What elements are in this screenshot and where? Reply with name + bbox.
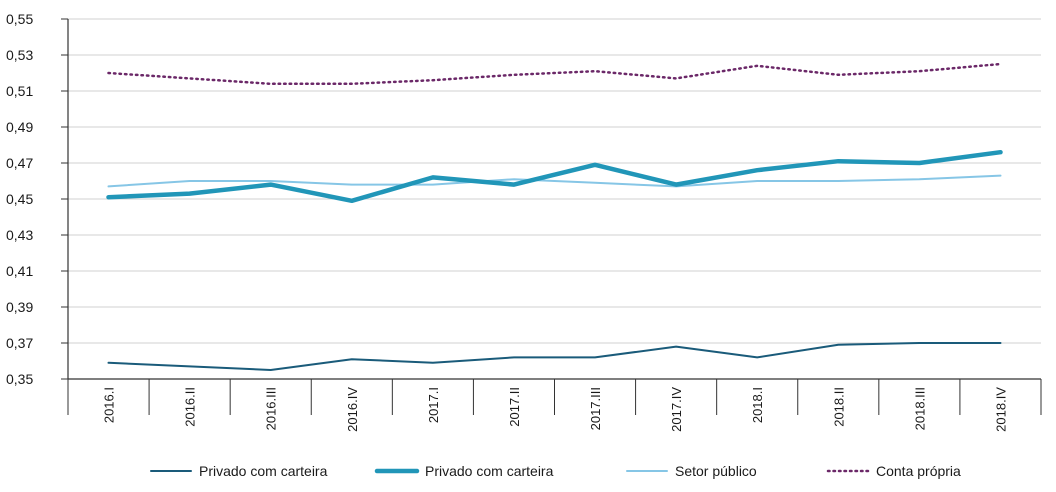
y-axis: 0,35 0,37 0,39 0,41 0,43 0,45 0,47 0,49 0,51 0,53… — [6, 11, 69, 387]
x-tick-label: 2018.IV — [993, 387, 1008, 432]
x-tick-label: 2018.I — [750, 387, 765, 423]
legend-label: Privado com carteira — [199, 463, 328, 479]
legend-label: Setor público — [675, 463, 757, 479]
x-axis: 2016.I 2016.II 2016.III 2016.IV 2017.I 2017.I… — [67, 379, 1042, 432]
x-tick-label: 2016.I — [102, 387, 117, 423]
y-tick-label: 0,55 — [6, 11, 33, 27]
y-tick-label: 0,53 — [6, 47, 33, 63]
series-group — [106, 62, 1003, 371]
y-tick-label: 0,45 — [6, 191, 33, 207]
x-tick-label: 2018.III — [912, 387, 927, 430]
x-tick-label: 2018.II — [831, 387, 846, 427]
x-tick-label: 2017.I — [426, 387, 441, 423]
y-tick-label: 0,41 — [6, 263, 33, 279]
x-tick-label: 2016.II — [183, 387, 198, 427]
y-tick-label: 0,37 — [6, 335, 33, 351]
y-tick-label: 0,49 — [6, 119, 33, 135]
y-tick-label: 0,47 — [6, 155, 33, 171]
x-tick-label: 2016.III — [264, 387, 279, 430]
x-tick-label: 2017.III — [588, 387, 603, 430]
y-tick-label: 0,43 — [6, 227, 33, 243]
grid-lines — [68, 18, 1041, 380]
series-line-1 — [106, 149, 1003, 204]
legend-label: Conta própria — [876, 463, 961, 479]
y-tick-label: 0,51 — [6, 83, 33, 99]
y-tick-label: 0,39 — [6, 299, 33, 315]
series-line-2 — [107, 174, 1002, 188]
y-tick-label: 0,35 — [6, 371, 33, 387]
x-tick-label: 2017.II — [507, 387, 522, 427]
legend: Privado com carteira Privado com carteira… — [150, 463, 961, 479]
series-line-3 — [107, 62, 1002, 86]
series-line-0 — [107, 342, 1002, 371]
legend-label: Privado com carteira — [425, 463, 554, 479]
x-tick-label: 2016.IV — [345, 387, 360, 432]
x-tick-label: 2017.IV — [669, 387, 684, 432]
